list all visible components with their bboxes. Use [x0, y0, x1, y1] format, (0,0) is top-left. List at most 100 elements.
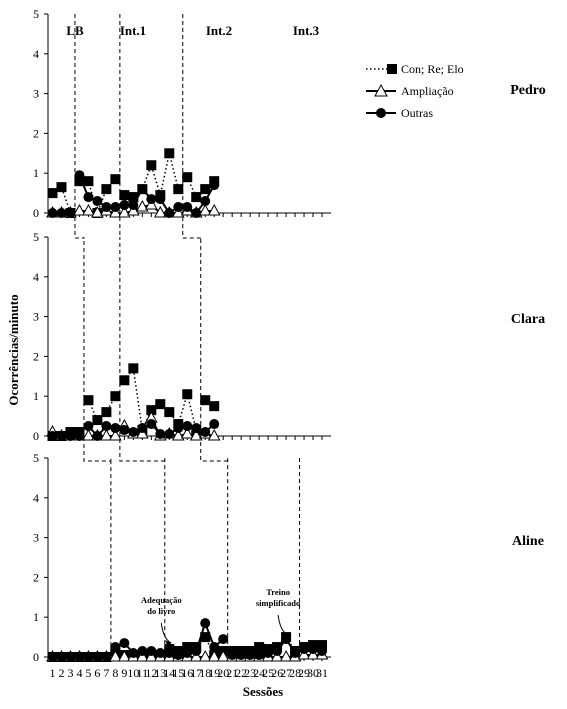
- point-aline-outras-s28: [290, 648, 301, 659]
- point-aline-outras-s25: [263, 648, 274, 659]
- annotation-arrow-aline-1: [277, 615, 289, 636]
- point-aline-outras-s1: [47, 652, 58, 662]
- point-pedro-con-re-elo-s15: [173, 184, 184, 195]
- point-clara-outras-s7: [101, 421, 112, 432]
- x-tick-label-20: 20: [217, 666, 229, 680]
- x-tick-label-12: 12: [145, 666, 157, 680]
- annotation-aline-1-line-0: Treino: [266, 587, 290, 597]
- point-clara-con-re-elo-s8: [110, 391, 121, 402]
- point-clara-amplia-o-s8: [109, 428, 122, 441]
- y-tick-label-aline-0: 0: [33, 650, 39, 664]
- annotation-aline-1-line-1: simplificado: [256, 598, 300, 608]
- point-aline-outras-s14: [164, 648, 175, 659]
- y-tick-label-aline-5: 5: [33, 451, 39, 465]
- point-aline-outras-s22: [236, 650, 247, 661]
- point-aline-outras-s19: [209, 642, 220, 653]
- point-aline-con-re-elo-s24: [254, 642, 265, 653]
- point-pedro-outras-s8: [110, 202, 121, 213]
- point-aline-outras-s18: [200, 618, 211, 629]
- legend-label-outras: Outras: [401, 106, 433, 120]
- point-pedro-amplia-o-s6: [91, 205, 104, 218]
- point-pedro-outras-s19: [209, 180, 220, 191]
- y-tick-label-pedro-1: 1: [33, 166, 39, 180]
- point-pedro-outras-s13: [155, 194, 166, 205]
- point-aline-outras-s13: [155, 648, 166, 659]
- point-aline-outras-s24: [254, 650, 265, 661]
- point-aline-outras-s12: [146, 646, 157, 657]
- point-pedro-con-re-elo-s1: [47, 188, 58, 199]
- x-tick-label-29: 29: [298, 666, 310, 680]
- point-pedro-con-re-elo-s16: [182, 172, 193, 183]
- point-aline-outras-s21: [227, 650, 238, 661]
- y-axis-label: Ocorrências/minuto: [6, 294, 21, 405]
- point-clara-con-re-elo-s5: [83, 395, 94, 406]
- x-tick-label-14: 14: [163, 666, 175, 680]
- point-pedro-outras-s12: [146, 194, 157, 205]
- annotation-arrowhead-aline-0: [165, 640, 172, 647]
- legend-label-con-re-elo: Con; Re; Elo: [401, 62, 464, 76]
- x-tick-label-18: 18: [199, 666, 211, 680]
- point-pedro-outras-s5: [83, 192, 94, 203]
- legend-marker-ampliacao: [374, 83, 388, 97]
- x-tick-label-11: 11: [137, 666, 149, 680]
- point-aline-outras-s17: [191, 646, 202, 657]
- point-pedro-amplia-o-s13: [153, 205, 167, 218]
- annotation-arrowhead-aline-1: [282, 632, 289, 639]
- point-aline-amplia-o-s9: [118, 649, 131, 662]
- point-clara-con-re-elo-s12: [146, 405, 157, 416]
- y-tick-label-pedro-3: 3: [33, 87, 39, 101]
- point-aline-amplia-o-s20: [216, 649, 230, 662]
- y-tick-label-clara-3: 3: [33, 310, 39, 324]
- point-aline-amplia-o-s27: [279, 649, 293, 662]
- y-tick-label-clara-1: 1: [33, 389, 39, 403]
- point-pedro-outras-s11: [137, 184, 148, 195]
- point-clara-outras-s12: [146, 419, 157, 430]
- point-clara-con-re-elo-s10: [128, 363, 139, 374]
- x-tick-label-4: 4: [76, 666, 82, 680]
- point-aline-outras-s10: [128, 648, 139, 659]
- point-pedro-amplia-o-s19: [207, 203, 221, 216]
- x-tick-label-28: 28: [289, 666, 301, 680]
- point-aline-con-re-elo-s31: [317, 640, 328, 651]
- x-tick-label-31: 31: [316, 666, 328, 680]
- phase-change-line-2: [182, 14, 229, 657]
- point-pedro-con-re-elo-s12: [146, 160, 157, 171]
- legend-marker-outras: [376, 108, 386, 118]
- point-aline-outras-s2: [56, 652, 67, 662]
- point-clara-outras-s6: [92, 431, 103, 441]
- x-tick-label-6: 6: [94, 666, 100, 680]
- point-aline-outras-s3: [65, 652, 76, 662]
- x-tick-label-7: 7: [103, 666, 109, 680]
- series-line-pedro-con-re-elo-0: [52, 185, 72, 214]
- series-line-pedro-outras-3: [186, 184, 216, 215]
- point-clara-amplia-o-s17: [189, 428, 203, 441]
- point-aline-con-re-elo-s16: [182, 642, 193, 653]
- phase-label-int3: Int.3: [293, 23, 320, 38]
- y-tick-label-aline-2: 2: [33, 570, 39, 584]
- point-pedro-amplia-o-s5: [82, 203, 95, 216]
- point-clara-con-re-elo-s18: [200, 395, 211, 406]
- point-clara-con-re-elo-s16: [182, 389, 193, 400]
- point-pedro-con-re-elo-s4: [74, 176, 85, 187]
- legend-label-ampliacao: Ampliação: [401, 84, 454, 98]
- legend-marker-con-re-elo: [387, 64, 397, 74]
- point-aline-outras-s30: [308, 644, 319, 655]
- point-aline-outras-s9: [119, 638, 130, 649]
- x-tick-label-25: 25: [262, 666, 274, 680]
- point-clara-outras-s19: [209, 419, 220, 430]
- y-tick-label-aline-4: 4: [33, 491, 39, 505]
- point-aline-outras-s7: [101, 652, 112, 662]
- point-aline-outras-s16: [182, 648, 193, 659]
- y-tick-label-pedro-5: 5: [33, 7, 39, 21]
- point-clara-outras-s9: [119, 425, 130, 436]
- point-pedro-con-re-elo-s8: [110, 174, 121, 185]
- y-tick-label-pedro-0: 0: [33, 206, 39, 220]
- y-tick-label-pedro-4: 4: [33, 47, 39, 61]
- x-tick-label-17: 17: [190, 666, 202, 680]
- y-tick-label-aline-3: 3: [33, 531, 39, 545]
- legend-entry-con-re-elo: Con; Re; Elo: [366, 62, 464, 76]
- y-tick-label-pedro-2: 2: [33, 126, 39, 140]
- legend: Con; Re; Elo Ampliação Outras: [366, 62, 464, 120]
- annotation-arrow-aline-0: [160, 623, 172, 644]
